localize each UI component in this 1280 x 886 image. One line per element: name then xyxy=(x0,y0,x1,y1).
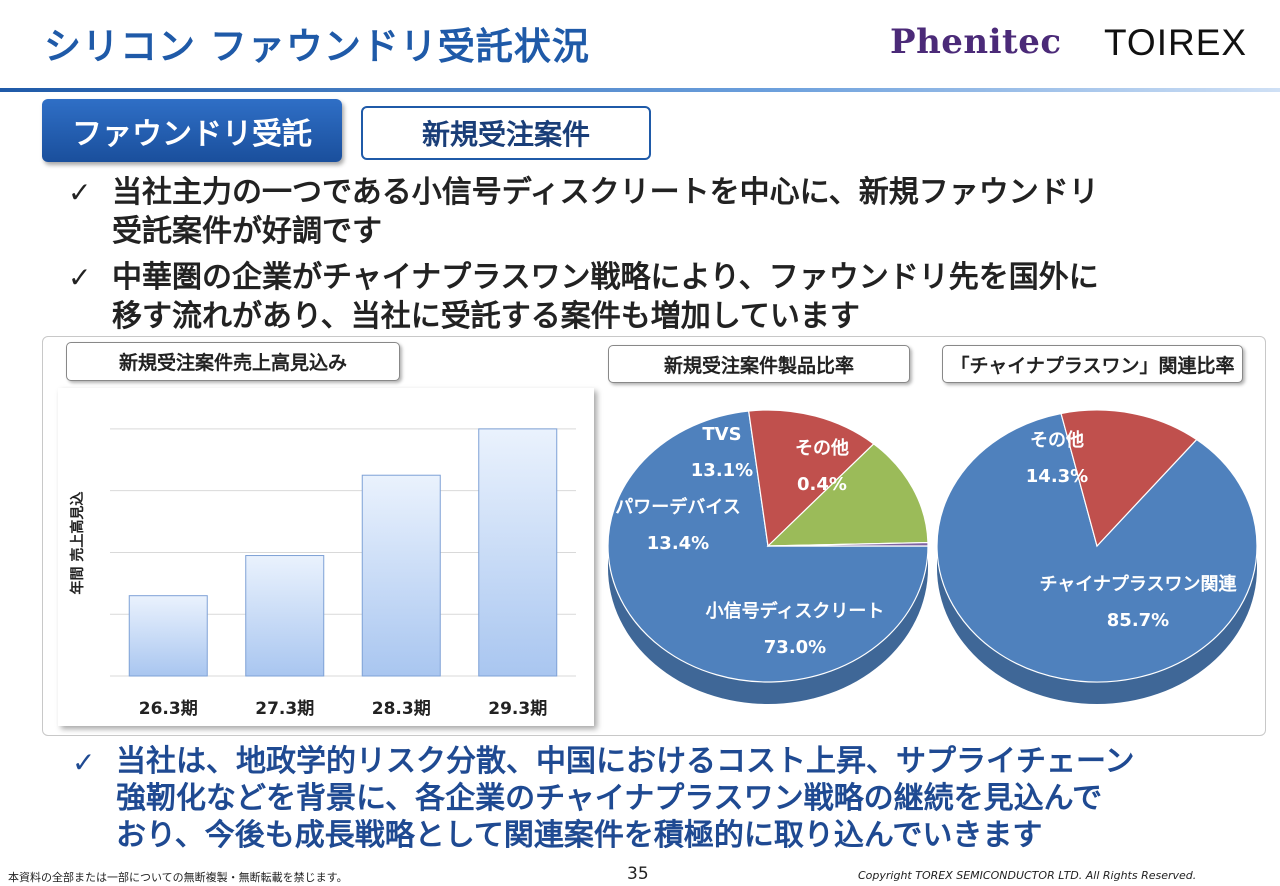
pie-chart-china-plus-one: チャイナプラスワン関連 85.7% その他 14.3% xyxy=(936,409,1258,704)
pie-slice-label: その他 xyxy=(795,437,849,459)
bar-mark xyxy=(128,595,208,677)
pie-slice-label: パワーデバイス xyxy=(615,496,740,518)
section-label-new-orders: 新規受注案件 xyxy=(361,106,651,160)
bar-chart-title: 新規受注案件売上高見込み xyxy=(66,342,400,381)
phenitec-logo: Phenitec xyxy=(890,22,1062,62)
bullet-1-line-2: 受託案件が好調です xyxy=(112,214,382,249)
bar-y-axis-label: 年間 売上高見込 xyxy=(69,492,86,595)
page-title: シリコン ファウンドリ受託状況 xyxy=(44,25,590,68)
bar-mark xyxy=(361,474,441,677)
pie-slice-value: 85.7% xyxy=(1107,610,1169,631)
pie-slice-value: 14.3% xyxy=(1026,466,1088,487)
pie2-chart-title: 「チャイナプラスワン」関連比率 xyxy=(942,345,1243,383)
pie-slice-label: チャイナプラスワン関連 xyxy=(1039,573,1237,595)
pie-slice-value: 0.4% xyxy=(797,474,847,495)
bar-x-ticks: 26.3期 27.3期 28.3期 29.3期 xyxy=(139,699,547,719)
pie-slice-value: 13.4% xyxy=(647,533,709,554)
bar-x-tick-label: 29.3期 xyxy=(488,699,547,719)
pie-slice-label: 小信号ディスクリート xyxy=(706,600,885,622)
bar-x-tick-label: 26.3期 xyxy=(139,699,198,719)
copyright: Copyright TOREX SEMICONDUCTOR LTD. All R… xyxy=(858,869,1197,882)
check-icon: ✓ xyxy=(68,176,92,209)
check-icon: ✓ xyxy=(72,746,96,779)
bar-mark xyxy=(245,555,325,677)
bullet-2-line-1: 中華圏の企業がチャイナプラスワン戦略により、ファウンドリ先を国外に xyxy=(112,260,1099,295)
bar-x-tick-label: 27.3期 xyxy=(255,699,314,719)
check-icon: ✓ xyxy=(68,261,92,294)
pie-slice xyxy=(936,412,1258,683)
bar-x-tick-label: 28.3期 xyxy=(372,699,431,719)
closing-line-2: 強靭化などを背景に、各企業のチャイナプラスワン戦略の継続を見込んで xyxy=(116,781,1103,816)
pie-slice xyxy=(747,409,875,548)
pie-slice xyxy=(767,541,929,547)
pie-slice-label: その他 xyxy=(1030,429,1084,451)
closing-line-1: 当社は、地政学的リスク分散、中国におけるコスト上昇、サプライチェーン xyxy=(116,744,1135,779)
closing-line-3: おり、今後も成長戦略として関連案件を積極的に取り込んでいきます xyxy=(116,818,1043,853)
torex-logo: TOIREX xyxy=(1104,22,1248,63)
pie-slice-label: TVS xyxy=(702,424,741,445)
pie-slice xyxy=(1060,409,1198,548)
pie-slice-value: 13.1% xyxy=(691,460,753,481)
footer-note: 本資料の全部または一部についての無断複製・無断転載を禁じます。 xyxy=(8,871,348,884)
pie-slice-value: 73.0% xyxy=(764,637,826,658)
bar-mark xyxy=(478,428,558,677)
title-divider xyxy=(0,88,1280,92)
pie-chart-product-ratio: 小信号ディスクリート 73.0% パワーデバイス 13.4% TVS 13.1% その他 0.… xyxy=(607,409,929,704)
section-label-foundry: ファウンドリ受託 xyxy=(42,99,342,162)
bullet-1-line-1: 当社主力の一つである小信号ディスクリートを中心に、新規ファウンドリ xyxy=(112,175,1099,210)
bullet-2-line-2: 移す流れがあり、当社に受託する案件も増加しています xyxy=(112,299,860,334)
page-number: 35 xyxy=(627,864,649,884)
pie1-chart-title: 新規受注案件製品比率 xyxy=(608,345,910,383)
bar-series xyxy=(128,428,558,677)
pie-slice xyxy=(766,443,929,547)
